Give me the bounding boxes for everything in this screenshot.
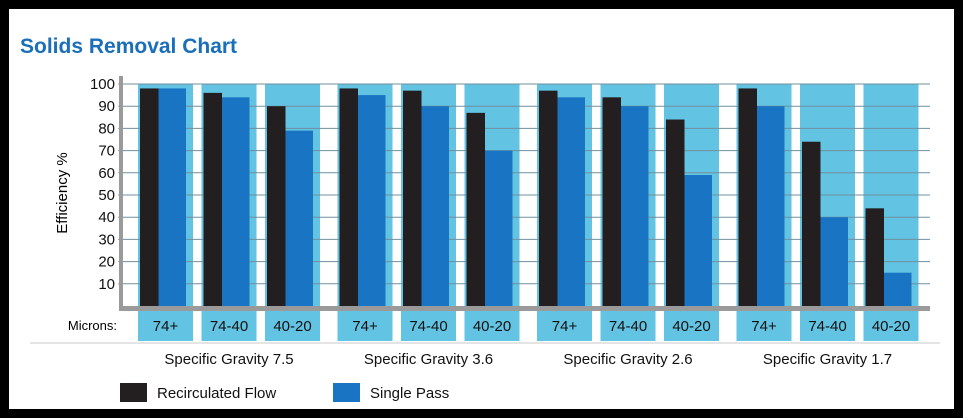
bar-recirculated-flow [267,106,286,306]
bar-recirculated-flow [140,88,159,306]
bar-recirculated-flow [403,90,422,306]
bar-recirculated-flow [466,112,485,306]
micron-box [464,311,520,341]
legend-swatch-recirculated-flow [120,383,147,402]
category-label: 40-20 [473,318,511,335]
x-axis [119,306,930,311]
micron-box [401,311,456,341]
bars [140,88,912,307]
bar-recirculated-flow [802,141,821,306]
bar-single-pass [421,106,449,306]
group-label: Specific Gravity 3.6 [364,351,493,368]
bar-recirculated-flow [539,90,558,306]
micron-box [265,311,320,341]
y-axis [119,76,123,310]
bar-recirculated-flow [738,88,757,306]
gridlines [123,83,930,285]
legend-swatch-single-pass [333,383,360,402]
microns-row-label: Microns: [68,318,117,333]
legend-label-recirculated-flow: Recirculated Flow [157,385,276,402]
y-tick-label: 30 [98,231,115,248]
bar-single-pass [358,95,386,306]
group-label: Specific Gravity 2.6 [563,351,692,368]
micron-box [537,311,592,341]
y-tick-label: 40 [98,209,115,226]
group-label: Specific Gravity 1.7 [763,351,892,368]
bar-single-pass [884,272,912,306]
micron-box [863,311,919,341]
bar-recirculated-flow [602,97,621,306]
bar-single-pass [158,88,186,306]
y-tick-label: 80 [98,120,115,137]
category-label: 74-40 [409,318,447,335]
y-tick-label: 90 [98,98,115,115]
category-label: 74-40 [609,318,647,335]
bar-single-pass [684,175,712,306]
y-tick-label: 100 [90,76,115,93]
category-label: 74-40 [808,318,846,335]
group-label: Specific Gravity 7.5 [164,351,293,368]
category-label: 40-20 [872,318,910,335]
category-label: 74-40 [210,318,248,335]
bar-single-pass [285,130,313,306]
category-label: 74+ [153,318,179,335]
micron-box [138,311,193,341]
bar-single-pass [621,106,649,306]
micron-box [337,311,393,341]
y-tick-label: 20 [98,254,115,271]
bar-recirculated-flow [865,208,884,306]
bar-recirculated-flow [339,88,358,306]
bar-recirculated-flow [666,119,685,307]
y-tick-label: 70 [98,143,115,160]
y-tick-label: 10 [98,276,115,293]
bar-single-pass [557,97,585,306]
bar-single-pass [820,217,848,306]
micron-box [600,311,656,341]
bar-single-pass [222,97,250,306]
y-axis-label: Efficiency % [54,152,71,233]
tick-labels: 74+ 74-40 40-20 Specific Gravity 7.5 74+ 74-4… [90,76,910,368]
micron-box [800,311,855,341]
category-bands [138,84,919,341]
category-label: 74+ [552,318,578,335]
chart-title: Solids Removal Chart [20,35,237,58]
category-label: 40-20 [672,318,710,335]
bar-single-pass [485,150,513,306]
category-label: 40-20 [273,318,311,335]
category-label: 74+ [751,318,777,335]
legend: Recirculated Flow Single Pass [120,383,449,402]
category-label: 74+ [352,318,378,335]
y-tick-label: 60 [98,165,115,182]
micron-box [736,311,792,341]
axes [30,76,940,344]
y-tick-label: 50 [98,187,115,204]
micron-box [664,311,719,341]
legend-label-single-pass: Single Pass [370,385,449,402]
micron-box [201,311,257,341]
bar-recirculated-flow [203,92,222,306]
bar-single-pass [757,106,785,306]
